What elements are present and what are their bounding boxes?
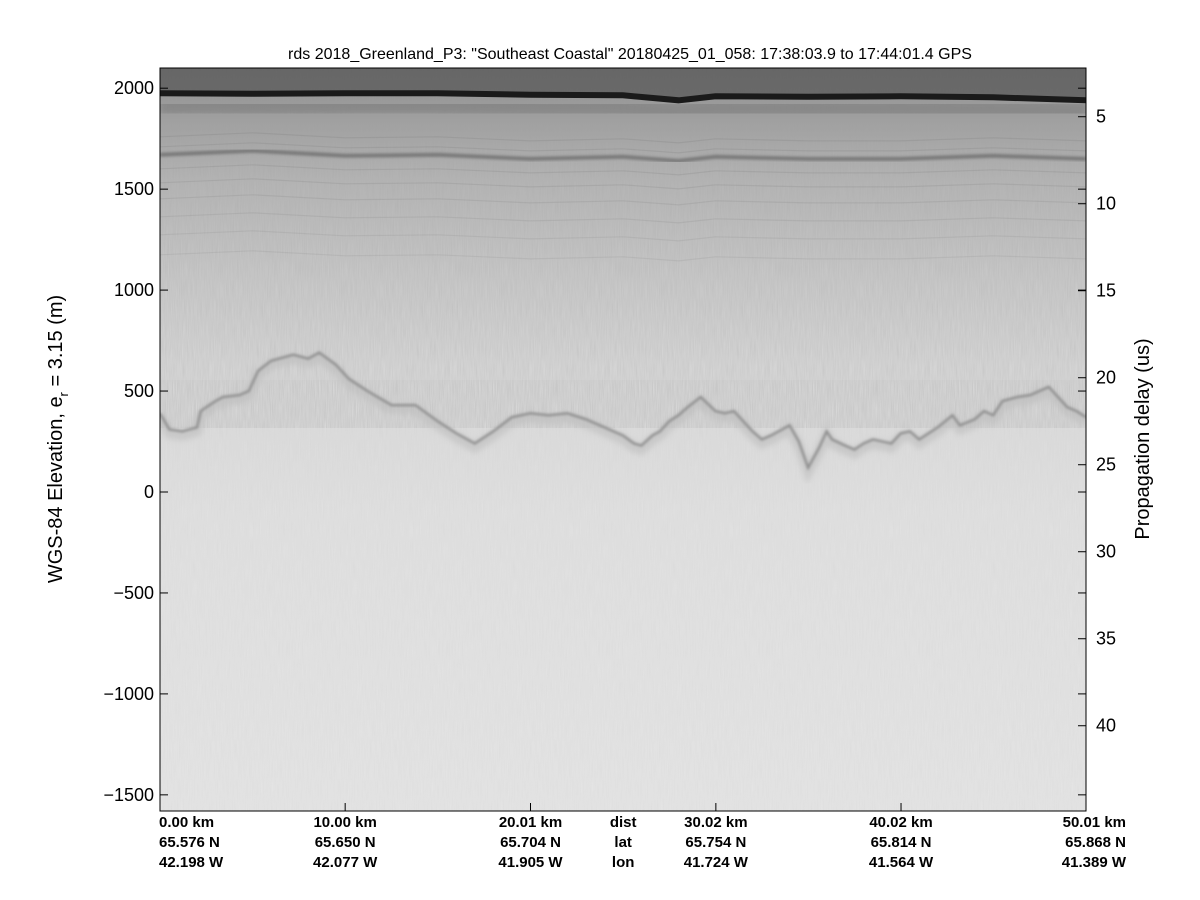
x-row-label-dist: dist xyxy=(610,814,637,831)
surface-line xyxy=(160,90,1086,104)
left-tick-label: −1000 xyxy=(103,684,154,704)
internal-layer-faint xyxy=(160,250,1086,262)
x-tick-label-lon: 41.564 W xyxy=(869,854,934,871)
x-tick-label-lat: 65.576 N xyxy=(159,834,220,851)
internal-layer-faint xyxy=(160,132,1086,144)
x-tick-label-lon: 41.724 W xyxy=(684,854,749,871)
x-tick-label-lat: 65.814 N xyxy=(871,834,932,851)
x-tick-label-lon: 41.389 W xyxy=(1062,854,1127,871)
internal-layer-faint xyxy=(160,164,1086,176)
x-tick-label-dist: 40.02 km xyxy=(869,814,932,831)
x-axis-labels: 0.00 km 65.576 N 42.198 W 10.00 km 65.650 N 4… xyxy=(159,814,1127,871)
x-tick-label-dist: 10.00 km xyxy=(313,814,376,831)
left-tick-label: 0 xyxy=(144,482,154,502)
x-tick-label-lat: 65.754 N xyxy=(685,834,746,851)
internal-layer-faint xyxy=(160,194,1086,206)
left-tick-label: 500 xyxy=(124,381,154,401)
x-tick-label-lon: 42.077 W xyxy=(313,854,378,871)
left-axis: 2000 1500 1000 500 0 −500 −1000 −1500 xyxy=(103,78,1086,805)
right-tick-label: 35 xyxy=(1096,629,1116,649)
plot-frame xyxy=(159,67,1087,812)
x-tick-label-dist: 0.00 km xyxy=(159,814,214,831)
right-tick-label: 15 xyxy=(1096,281,1116,301)
x-tick-label-lon: 41.905 W xyxy=(498,854,563,871)
y-axis-label-right: Propagation delay (us) xyxy=(1132,338,1154,539)
internal-layer-line xyxy=(160,148,1086,163)
echo-series-layer xyxy=(160,68,1086,484)
internal-layering-texture xyxy=(160,68,1086,428)
left-tick-label: −1500 xyxy=(103,785,154,805)
y-axis-label-main: WGS-84 Elevation, e xyxy=(45,396,67,583)
internal-layer-faint xyxy=(160,178,1086,190)
internal-layer-faint xyxy=(160,230,1086,242)
y-axis-label-subscript: r xyxy=(56,391,71,396)
surface-glow xyxy=(160,96,1086,122)
x-row-label-lat: lat xyxy=(614,834,632,851)
x-tick-label-lon: 42.198 W xyxy=(159,854,224,871)
bed-glow xyxy=(160,350,1086,484)
right-tick-label: 10 xyxy=(1096,194,1116,214)
bed-line xyxy=(160,351,1086,471)
left-tick-label: −500 xyxy=(113,583,154,603)
y-axis-label-left: WGS-84 Elevation, er = 3.15 (m) xyxy=(45,295,71,583)
x-tick-label-lat: 65.650 N xyxy=(315,834,376,851)
right-tick-label: 20 xyxy=(1096,368,1116,388)
internal-layer-faint xyxy=(160,142,1086,154)
right-tick-label: 40 xyxy=(1096,716,1116,736)
right-tick-label: 5 xyxy=(1096,107,1106,127)
left-tick-label: 1000 xyxy=(114,280,154,300)
right-tick-label: 30 xyxy=(1096,542,1116,562)
y-axis-label-tail: = 3.15 (m) xyxy=(45,295,67,392)
noise-floor-texture xyxy=(160,380,1086,811)
x-tick-label-dist: 50.01 km xyxy=(1063,814,1126,831)
x-tick-label-lat: 65.704 N xyxy=(500,834,561,851)
right-axis: 5 10 15 20 25 30 35 40 xyxy=(1078,107,1116,736)
plot-area xyxy=(160,68,1086,811)
internal-layer-faint xyxy=(160,212,1086,224)
x-tick-label-dist: 20.01 km xyxy=(499,814,562,831)
x-tick-label-lat: 65.868 N xyxy=(1065,834,1126,851)
x-row-label-lon: lon xyxy=(612,854,635,871)
left-tick-label: 2000 xyxy=(114,78,154,98)
bottom-axis xyxy=(159,803,1087,811)
x-tick-label-dist: 30.02 km xyxy=(684,814,747,831)
chart-title: rds 2018_Greenland_P3: "Southeast Coasta… xyxy=(288,46,972,63)
left-tick-label: 1500 xyxy=(114,179,154,199)
right-tick-label: 25 xyxy=(1096,455,1116,475)
